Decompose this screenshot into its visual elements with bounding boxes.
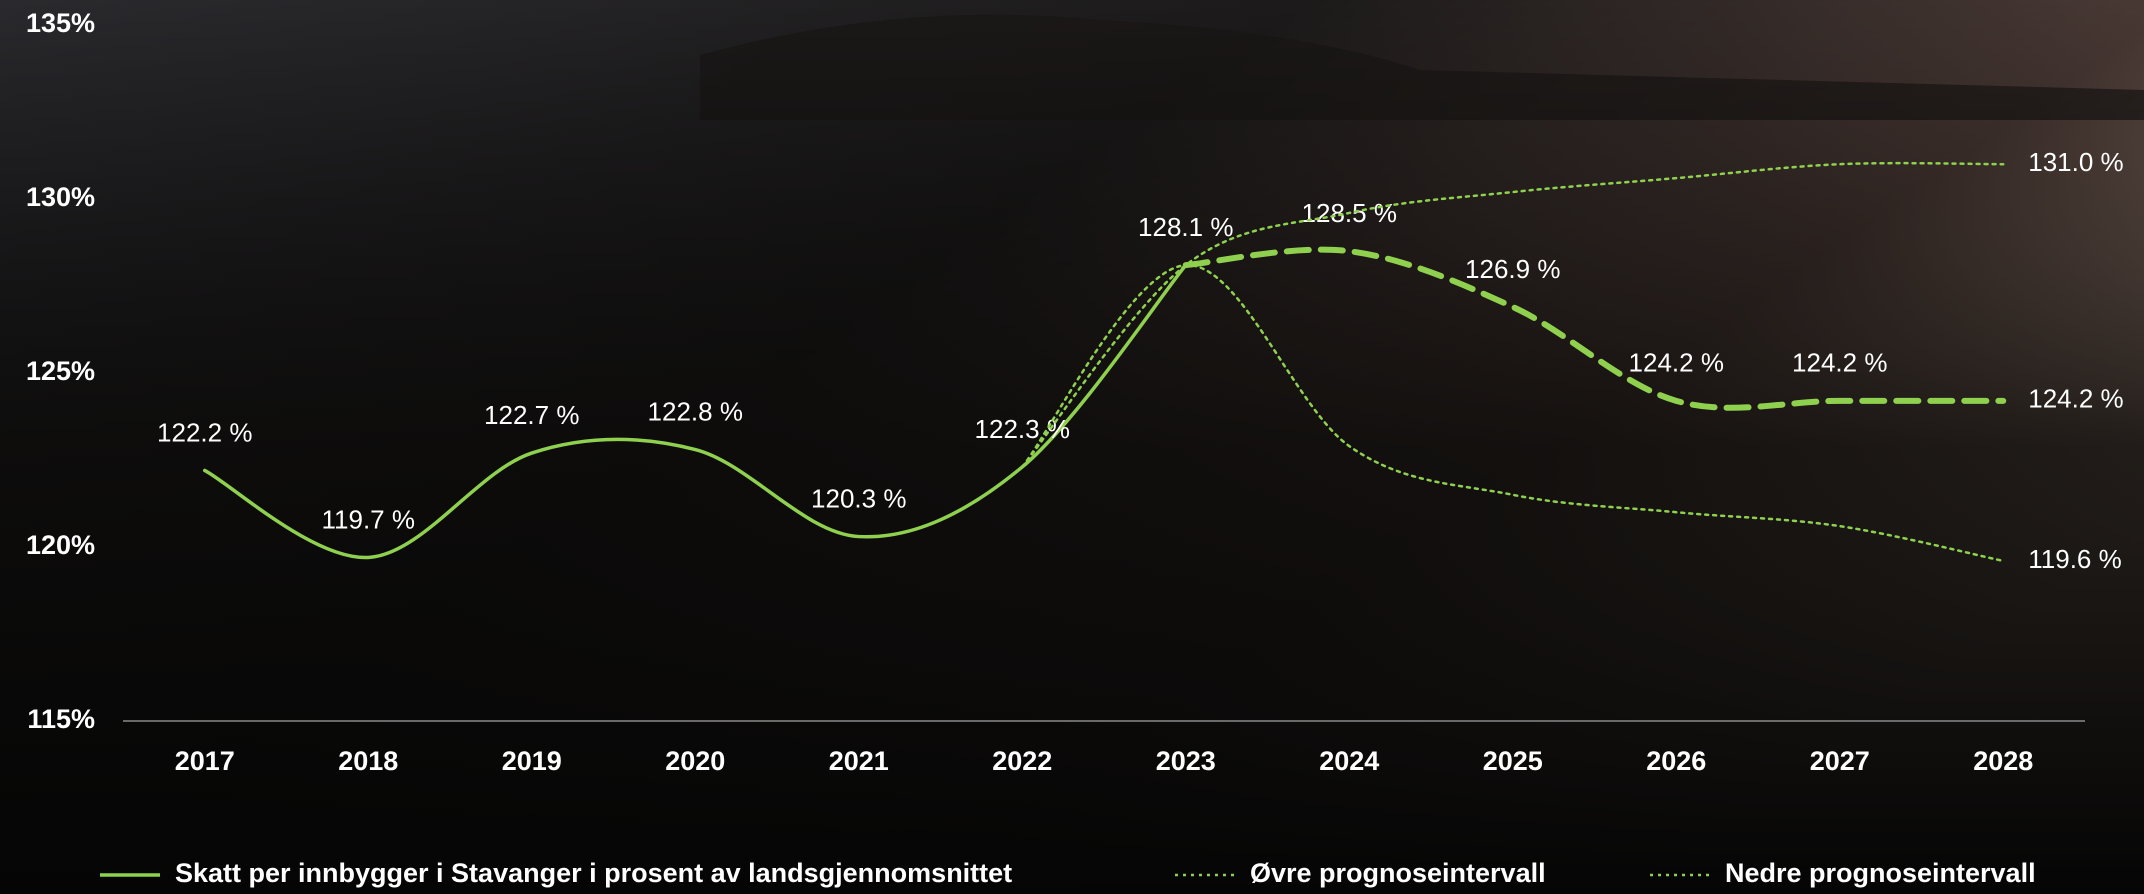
x-tick-label: 2021 bbox=[829, 746, 889, 776]
data-label: 124.2 % bbox=[1792, 348, 1887, 378]
x-tick-label: 2023 bbox=[1156, 746, 1216, 776]
data-label: 120.3 % bbox=[811, 483, 906, 513]
x-tick-label: 2026 bbox=[1646, 746, 1706, 776]
x-tick-label: 2028 bbox=[1973, 746, 2033, 776]
y-tick-label: 120% bbox=[26, 530, 95, 560]
x-tick-label: 2024 bbox=[1319, 746, 1379, 776]
y-tick-label: 125% bbox=[26, 356, 95, 386]
data-label: 119.7 % bbox=[322, 504, 415, 534]
x-tick-label: 2022 bbox=[992, 746, 1052, 776]
data-label: 128.1 % bbox=[1138, 212, 1233, 242]
data-label: 122.8 % bbox=[648, 396, 743, 426]
legend-label: Skatt per innbygger i Stavanger i prosen… bbox=[175, 858, 1012, 888]
y-tick-label: 115% bbox=[27, 704, 95, 734]
line-dotted bbox=[1021, 263, 2005, 563]
y-tick-label: 135% bbox=[26, 8, 95, 38]
y-tick-label: 130% bbox=[26, 182, 95, 212]
data-label: 126.9 % bbox=[1465, 254, 1560, 284]
x-tick-label: 2017 bbox=[175, 746, 235, 776]
data-label: 122.7 % bbox=[484, 400, 579, 430]
data-label: 122.3 % bbox=[975, 414, 1070, 444]
x-tick-label: 2020 bbox=[665, 746, 725, 776]
legend-label: Nedre prognoseintervall bbox=[1725, 858, 2036, 888]
data-label: 124.2 % bbox=[1629, 348, 1724, 378]
data-label: 131.0 % bbox=[2028, 147, 2123, 177]
x-tick-label: 2018 bbox=[338, 746, 398, 776]
x-tick-label: 2025 bbox=[1483, 746, 1543, 776]
x-tick-label: 2019 bbox=[502, 746, 562, 776]
data-label: 119.6 % bbox=[2028, 544, 2121, 574]
data-label: 124.2 % bbox=[2028, 384, 2123, 414]
line-dotted bbox=[1021, 161, 2005, 469]
x-tick-label: 2027 bbox=[1810, 746, 1870, 776]
legend-label: Øvre prognoseintervall bbox=[1250, 858, 1546, 888]
line-dashed bbox=[1182, 246, 2007, 411]
line-solid bbox=[203, 263, 1188, 560]
data-label: 122.2 % bbox=[157, 417, 252, 447]
